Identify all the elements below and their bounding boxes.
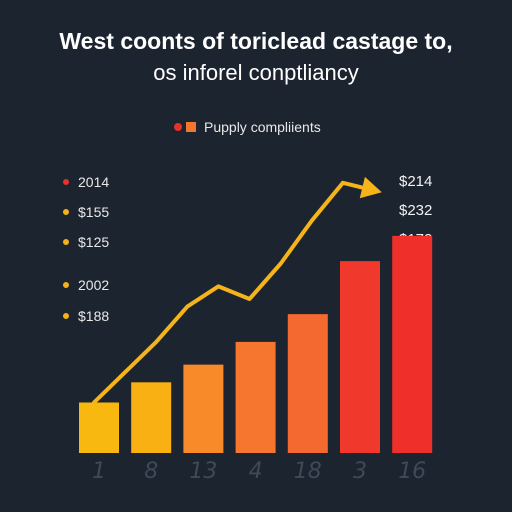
side-label: 2002 bbox=[63, 277, 109, 293]
side-bullet bbox=[63, 209, 69, 215]
trend-line bbox=[92, 180, 376, 405]
x-tick-label: 13 bbox=[189, 459, 217, 484]
bar bbox=[392, 235, 433, 453]
side-label-text: $155 bbox=[78, 204, 110, 220]
side-label: $188 bbox=[63, 308, 109, 324]
right-value-label: $232 bbox=[399, 202, 433, 219]
side-bullet bbox=[63, 282, 69, 288]
legend-orange-marker bbox=[186, 122, 196, 132]
bar bbox=[131, 382, 172, 453]
side-bullet bbox=[63, 313, 69, 319]
bar bbox=[340, 261, 380, 453]
side-label-text: 2002 bbox=[78, 277, 110, 293]
x-tick-label: 1 bbox=[92, 459, 106, 484]
side-bullet bbox=[63, 239, 69, 245]
side-label-text: 2014 bbox=[78, 174, 110, 190]
bar bbox=[287, 314, 328, 453]
side-label: $155 bbox=[63, 204, 109, 220]
legend-label: Pupply compliients bbox=[204, 119, 321, 135]
side-label-text: $188 bbox=[78, 308, 110, 324]
chart-subtitle: os inforel conptliancy bbox=[153, 60, 359, 85]
side-label: 2014 bbox=[63, 174, 109, 190]
right-value-label: $214 bbox=[399, 173, 433, 190]
side-bullet bbox=[63, 179, 69, 185]
side-label-text: $125 bbox=[78, 234, 110, 250]
x-tick-label: 4 bbox=[249, 459, 263, 484]
legend: Pupply compliients bbox=[174, 119, 321, 135]
bar bbox=[183, 364, 224, 453]
trend-arrowhead bbox=[359, 176, 382, 199]
bar bbox=[79, 402, 119, 453]
bar bbox=[235, 341, 276, 453]
x-tick-label: 3 bbox=[353, 459, 367, 484]
legend-red-marker bbox=[174, 123, 182, 131]
x-tick-label: 16 bbox=[398, 459, 426, 484]
x-tick-label: 18 bbox=[294, 459, 322, 484]
x-tick-label: 8 bbox=[144, 459, 158, 484]
side-label: $125 bbox=[63, 234, 109, 250]
chart-title: West coonts of toriclead castage to, bbox=[59, 28, 453, 54]
